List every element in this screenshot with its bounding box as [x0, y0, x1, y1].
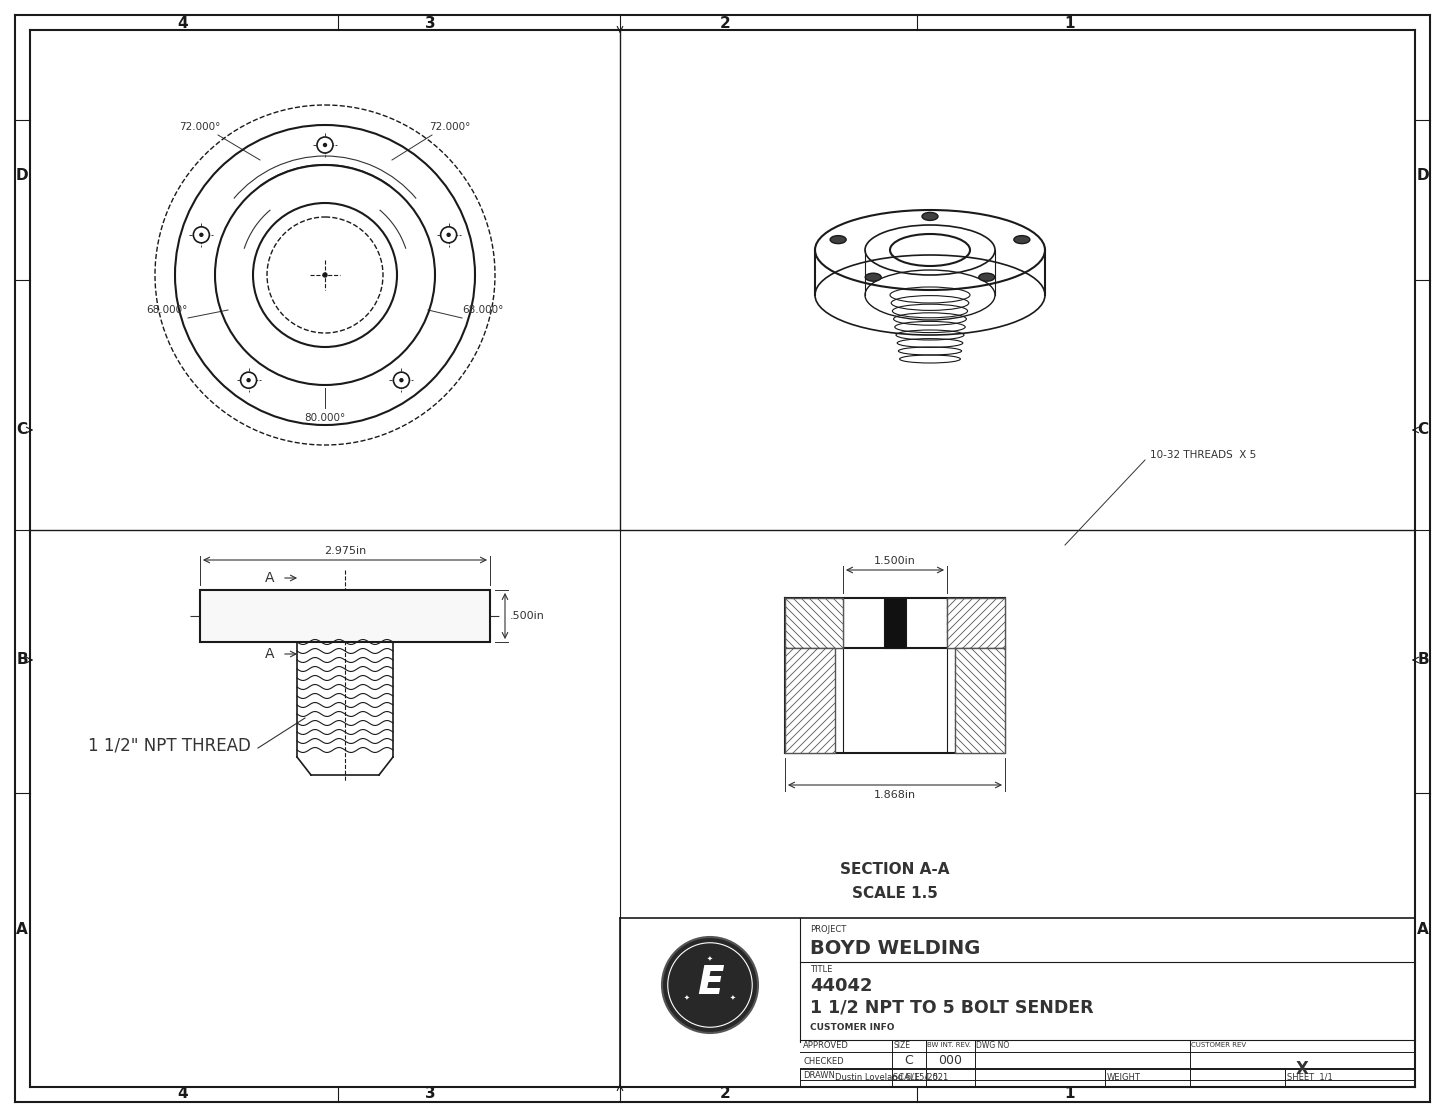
Text: SECTION A-A: SECTION A-A: [840, 862, 949, 878]
Text: D: D: [1416, 168, 1429, 182]
Circle shape: [316, 137, 332, 153]
Text: C: C: [16, 422, 27, 438]
Circle shape: [447, 233, 451, 237]
Circle shape: [400, 379, 403, 382]
Text: B: B: [16, 652, 27, 668]
Text: BOYD WELDING: BOYD WELDING: [811, 938, 980, 957]
Text: A: A: [16, 923, 27, 937]
Text: CUSTOMER INFO: CUSTOMER INFO: [811, 1023, 894, 1032]
Text: E: E: [696, 964, 724, 1002]
Text: 1 1/2 NPT TO 5 BOLT SENDER: 1 1/2 NPT TO 5 BOLT SENDER: [811, 999, 1094, 1016]
Text: 2: 2: [720, 1087, 730, 1101]
Text: ✦: ✦: [730, 995, 736, 1001]
Bar: [785, 648, 835, 753]
Text: 1.868in: 1.868in: [874, 790, 916, 800]
Ellipse shape: [829, 236, 847, 244]
Ellipse shape: [866, 274, 881, 281]
Text: 10-32 THREADS  X 5: 10-32 THREADS X 5: [1150, 450, 1256, 460]
Circle shape: [247, 379, 250, 382]
Text: TITLE: TITLE: [811, 965, 832, 974]
Bar: [955, 648, 1006, 753]
Text: 80.000°: 80.000°: [305, 413, 345, 423]
Text: SIZE: SIZE: [893, 1041, 910, 1050]
Ellipse shape: [978, 274, 994, 281]
Text: A: A: [1418, 923, 1429, 937]
Text: DWG NO: DWG NO: [975, 1041, 1009, 1050]
Text: 1 1/2" NPT THREAD: 1 1/2" NPT THREAD: [88, 736, 251, 754]
Text: 1: 1: [1065, 16, 1075, 30]
Text: 3: 3: [425, 16, 435, 30]
Text: PROJECT: PROJECT: [811, 926, 847, 935]
Text: D: D: [16, 168, 29, 182]
Circle shape: [393, 372, 409, 389]
Text: A: A: [266, 647, 275, 661]
Text: X: X: [1296, 1060, 1309, 1079]
Text: SCALE  1.5: SCALE 1.5: [893, 1072, 938, 1081]
Text: C: C: [905, 1053, 913, 1067]
Text: DRAWN: DRAWN: [803, 1071, 835, 1080]
Ellipse shape: [922, 212, 938, 220]
Text: 68.000°: 68.000°: [462, 305, 504, 315]
Circle shape: [324, 273, 327, 277]
Text: C: C: [1418, 422, 1429, 438]
Circle shape: [199, 233, 202, 237]
Text: 2: 2: [720, 16, 730, 30]
Text: 4: 4: [178, 16, 188, 30]
Circle shape: [662, 937, 759, 1033]
Text: 68.000°: 68.000°: [146, 305, 188, 315]
Text: B: B: [1418, 652, 1429, 668]
Ellipse shape: [1014, 236, 1030, 244]
Text: 1: 1: [1065, 1087, 1075, 1101]
Text: CHECKED: CHECKED: [803, 1057, 844, 1066]
Text: ✦: ✦: [683, 995, 691, 1001]
Text: Dustin Loveland 6/15/2021: Dustin Loveland 6/15/2021: [835, 1072, 948, 1081]
Circle shape: [240, 372, 257, 389]
Bar: [884, 598, 906, 648]
Text: 72.000°: 72.000°: [179, 122, 221, 132]
Text: 1.500in: 1.500in: [874, 556, 916, 566]
Bar: [946, 598, 1006, 648]
Text: SHEET  1/1: SHEET 1/1: [1287, 1072, 1332, 1081]
Circle shape: [194, 227, 210, 242]
Text: BW INT. REV.: BW INT. REV.: [928, 1042, 971, 1048]
Text: 4: 4: [178, 1087, 188, 1101]
Text: WEIGHT: WEIGHT: [1107, 1072, 1142, 1081]
Text: CUSTOMER REV: CUSTOMER REV: [1191, 1042, 1246, 1048]
Text: APPROVED: APPROVED: [803, 1041, 848, 1050]
Text: 72.000°: 72.000°: [429, 122, 471, 132]
Text: A: A: [266, 571, 275, 585]
Circle shape: [441, 227, 457, 242]
Text: 2.975in: 2.975in: [324, 546, 366, 556]
Text: 000: 000: [938, 1053, 962, 1067]
Circle shape: [324, 143, 327, 146]
Text: 3: 3: [425, 1087, 435, 1101]
Text: SCALE 1.5: SCALE 1.5: [853, 886, 938, 900]
Text: 44042: 44042: [811, 977, 873, 995]
Text: ✦: ✦: [707, 956, 712, 962]
Bar: [785, 598, 842, 648]
Text: .500in: .500in: [510, 611, 545, 621]
Bar: [199, 590, 490, 642]
